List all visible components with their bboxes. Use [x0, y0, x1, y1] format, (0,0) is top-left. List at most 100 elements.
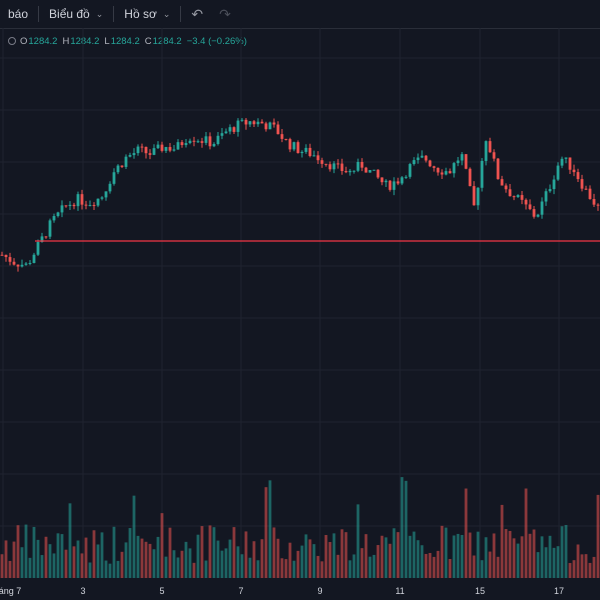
candle-body: [16, 264, 20, 267]
x-tick-label: 5: [159, 586, 164, 596]
low-label: L: [104, 35, 110, 47]
volume-bar: [464, 488, 468, 578]
candle-body: [476, 187, 480, 206]
candle-body: [340, 163, 344, 172]
volume-bar: [148, 543, 152, 578]
volume-bar: [532, 529, 536, 578]
candle-body: [592, 199, 596, 205]
x-tick-label: 3: [80, 586, 85, 596]
candle-body: [224, 131, 228, 134]
volume-bar: [448, 559, 452, 578]
volume-bar: [220, 550, 224, 578]
volume-bar: [56, 533, 60, 578]
candle-body: [580, 179, 584, 189]
volume-bar: [136, 535, 140, 578]
close-value: 1284.2: [152, 35, 182, 47]
volume-bar: [28, 557, 32, 578]
candle-body: [404, 176, 408, 178]
x-tick-label: 17: [554, 586, 564, 596]
undo-icon[interactable]: ↶: [191, 5, 204, 22]
volume-bar: [48, 544, 52, 578]
candle-body: [184, 143, 188, 146]
volume-bar: [508, 530, 512, 578]
candle-body: [480, 160, 484, 188]
chart-menu-button[interactable]: Biểu đồ ⌄: [41, 0, 111, 28]
x-tick-label: áng 7: [0, 586, 21, 596]
volume-bar: [152, 549, 156, 578]
volume-bar: [376, 545, 380, 578]
candle-body: [548, 189, 552, 192]
candle-body: [312, 155, 316, 157]
volume-bar: [248, 557, 252, 578]
candle-body: [12, 261, 16, 265]
volume-bar: [256, 560, 260, 578]
candle-body: [508, 189, 512, 197]
volume-bar: [164, 556, 168, 578]
volume-bar: [560, 526, 564, 578]
alerts-label: báo: [8, 7, 29, 21]
candle-body: [140, 146, 144, 148]
candle-body: [492, 152, 496, 159]
volume-bar: [264, 487, 268, 578]
volume-bar: [596, 494, 600, 578]
volume-bar: [104, 560, 108, 578]
candle-body: [540, 201, 544, 215]
volume-bar: [416, 540, 420, 578]
profile-menu-button[interactable]: Hồ sơ ⌄: [116, 0, 178, 28]
candle-body: [520, 195, 524, 200]
volume-bar: [272, 527, 276, 578]
candle-body: [120, 165, 124, 167]
volume-bar: [120, 551, 124, 578]
candle-body: [236, 120, 240, 132]
candle-body: [208, 136, 212, 147]
candle-body: [168, 147, 172, 151]
candle-body: [116, 165, 120, 173]
volume-bar: [244, 531, 248, 578]
volume-bar: [280, 558, 284, 578]
candle-body: [568, 157, 572, 170]
volume-bar: [472, 555, 476, 578]
volume-bar: [228, 539, 232, 578]
volume-bar: [312, 544, 316, 578]
candle-body: [576, 172, 580, 180]
volume-bar: [292, 560, 296, 578]
candle-body: [200, 141, 204, 143]
volume-bar: [528, 533, 532, 578]
volume-bar: [16, 525, 20, 578]
candle-body: [364, 167, 368, 173]
volume-bar: [36, 539, 40, 578]
candle-body: [80, 194, 84, 205]
volume-bar: [60, 534, 64, 578]
candle-body: [84, 204, 88, 206]
candle-body: [212, 143, 216, 147]
candle-body: [532, 209, 536, 217]
volume-bar: [372, 554, 376, 578]
candle-body: [468, 168, 472, 187]
candle-body: [280, 134, 284, 139]
candle-body: [528, 204, 532, 210]
alerts-button[interactable]: báo: [0, 0, 36, 28]
volume-bar: [384, 537, 388, 578]
candle-body: [356, 162, 360, 171]
change-value: −3.4 (−0.26%): [186, 35, 247, 47]
candle-body: [96, 198, 100, 206]
candle-body: [544, 191, 548, 202]
volume-bar: [512, 538, 516, 578]
candle-body: [448, 171, 452, 174]
x-tick-label: 9: [317, 586, 322, 596]
volume-bar: [500, 504, 504, 578]
volume-bar: [108, 563, 112, 578]
volume-bar: [340, 529, 344, 578]
volume-bar: [252, 541, 256, 578]
candle-body: [584, 188, 588, 190]
candle-body: [196, 141, 200, 143]
volume-bar: [440, 525, 444, 578]
redo-icon[interactable]: ↷: [219, 5, 231, 22]
candle-body: [324, 163, 328, 165]
volume-bar: [336, 554, 340, 578]
candle-body: [180, 142, 184, 146]
price-chart[interactable]: áng 7 3 5 7 9 11 15 17: [0, 28, 600, 600]
candle-body: [44, 236, 48, 238]
candle-body: [496, 158, 500, 180]
legend-toggle-icon[interactable]: [8, 37, 16, 45]
